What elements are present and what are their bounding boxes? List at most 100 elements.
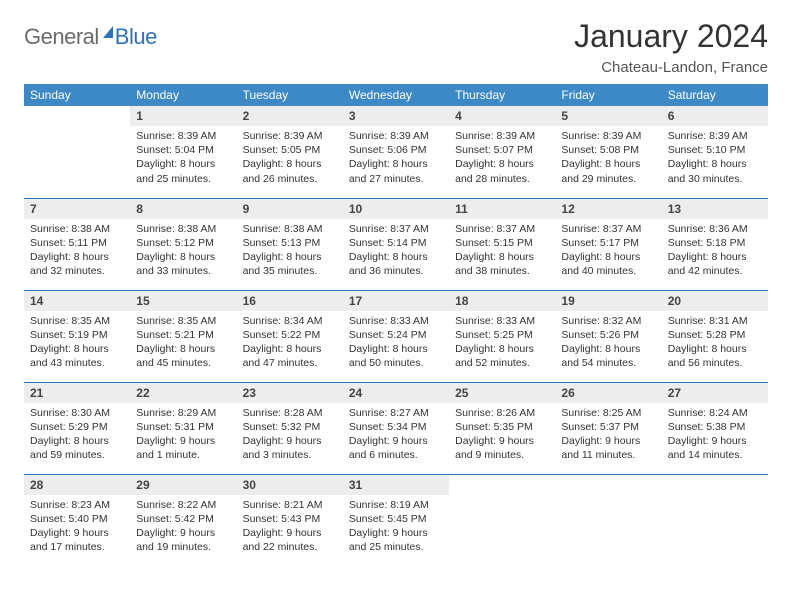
- sunrise-text: Sunrise: 8:33 AM: [455, 314, 549, 328]
- calendar-day-cell: [662, 474, 768, 566]
- daylight-text-2: and 26 minutes.: [243, 172, 337, 186]
- day-details: Sunrise: 8:33 AMSunset: 5:25 PMDaylight:…: [449, 311, 555, 375]
- daylight-text: Daylight: 8 hours: [136, 157, 230, 171]
- weekday-header: Wednesday: [343, 84, 449, 106]
- day-details: Sunrise: 8:23 AMSunset: 5:40 PMDaylight:…: [24, 495, 130, 559]
- sunset-text: Sunset: 5:04 PM: [136, 143, 230, 157]
- calendar-day-cell: 21Sunrise: 8:30 AMSunset: 5:29 PMDayligh…: [24, 382, 130, 474]
- weekday-header: Tuesday: [237, 84, 343, 106]
- daylight-text: Daylight: 8 hours: [455, 157, 549, 171]
- sunrise-text: Sunrise: 8:33 AM: [349, 314, 443, 328]
- calendar-day-cell: 30Sunrise: 8:21 AMSunset: 5:43 PMDayligh…: [237, 474, 343, 566]
- day-number: 26: [555, 383, 661, 403]
- day-details: Sunrise: 8:29 AMSunset: 5:31 PMDaylight:…: [130, 403, 236, 467]
- day-details: Sunrise: 8:35 AMSunset: 5:19 PMDaylight:…: [24, 311, 130, 375]
- calendar-day-cell: 15Sunrise: 8:35 AMSunset: 5:21 PMDayligh…: [130, 290, 236, 382]
- daylight-text-2: and 11 minutes.: [561, 448, 655, 462]
- day-details: Sunrise: 8:19 AMSunset: 5:45 PMDaylight:…: [343, 495, 449, 559]
- daylight-text: Daylight: 8 hours: [561, 157, 655, 171]
- day-details: Sunrise: 8:37 AMSunset: 5:14 PMDaylight:…: [343, 219, 449, 283]
- sunset-text: Sunset: 5:38 PM: [668, 420, 762, 434]
- sunrise-text: Sunrise: 8:28 AM: [243, 406, 337, 420]
- calendar-day-cell: 20Sunrise: 8:31 AMSunset: 5:28 PMDayligh…: [662, 290, 768, 382]
- sunrise-text: Sunrise: 8:35 AM: [136, 314, 230, 328]
- daylight-text-2: and 52 minutes.: [455, 356, 549, 370]
- sunrise-text: Sunrise: 8:36 AM: [668, 222, 762, 236]
- sunset-text: Sunset: 5:06 PM: [349, 143, 443, 157]
- sunset-text: Sunset: 5:35 PM: [455, 420, 549, 434]
- calendar-day-cell: 14Sunrise: 8:35 AMSunset: 5:19 PMDayligh…: [24, 290, 130, 382]
- daylight-text-2: and 42 minutes.: [668, 264, 762, 278]
- day-details: Sunrise: 8:32 AMSunset: 5:26 PMDaylight:…: [555, 311, 661, 375]
- sunset-text: Sunset: 5:37 PM: [561, 420, 655, 434]
- day-number: 30: [237, 475, 343, 495]
- calendar-table: SundayMondayTuesdayWednesdayThursdayFrid…: [24, 84, 768, 566]
- day-number: 14: [24, 291, 130, 311]
- sunset-text: Sunset: 5:12 PM: [136, 236, 230, 250]
- day-number: 22: [130, 383, 236, 403]
- calendar-day-cell: 18Sunrise: 8:33 AMSunset: 5:25 PMDayligh…: [449, 290, 555, 382]
- day-number: 23: [237, 383, 343, 403]
- day-number: 1: [130, 106, 236, 126]
- calendar-day-cell: 3Sunrise: 8:39 AMSunset: 5:06 PMDaylight…: [343, 106, 449, 198]
- sunrise-text: Sunrise: 8:35 AM: [30, 314, 124, 328]
- sunset-text: Sunset: 5:42 PM: [136, 512, 230, 526]
- daylight-text-2: and 43 minutes.: [30, 356, 124, 370]
- daylight-text: Daylight: 9 hours: [136, 434, 230, 448]
- day-details: Sunrise: 8:39 AMSunset: 5:04 PMDaylight:…: [130, 126, 236, 190]
- day-details: Sunrise: 8:25 AMSunset: 5:37 PMDaylight:…: [555, 403, 661, 467]
- daylight-text: Daylight: 8 hours: [30, 434, 124, 448]
- daylight-text-2: and 38 minutes.: [455, 264, 549, 278]
- day-number: 7: [24, 199, 130, 219]
- sunrise-text: Sunrise: 8:24 AM: [668, 406, 762, 420]
- weekday-header: Monday: [130, 84, 236, 106]
- logo-triangle-icon: [103, 26, 113, 38]
- calendar-day-cell: 6Sunrise: 8:39 AMSunset: 5:10 PMDaylight…: [662, 106, 768, 198]
- weekday-header: Thursday: [449, 84, 555, 106]
- sunset-text: Sunset: 5:10 PM: [668, 143, 762, 157]
- day-details: Sunrise: 8:36 AMSunset: 5:18 PMDaylight:…: [662, 219, 768, 283]
- daylight-text-2: and 3 minutes.: [243, 448, 337, 462]
- daylight-text: Daylight: 8 hours: [30, 342, 124, 356]
- day-details: Sunrise: 8:28 AMSunset: 5:32 PMDaylight:…: [237, 403, 343, 467]
- sunset-text: Sunset: 5:15 PM: [455, 236, 549, 250]
- day-details: Sunrise: 8:37 AMSunset: 5:17 PMDaylight:…: [555, 219, 661, 283]
- calendar-day-cell: 10Sunrise: 8:37 AMSunset: 5:14 PMDayligh…: [343, 198, 449, 290]
- sunset-text: Sunset: 5:21 PM: [136, 328, 230, 342]
- sunrise-text: Sunrise: 8:39 AM: [243, 129, 337, 143]
- daylight-text: Daylight: 8 hours: [668, 342, 762, 356]
- calendar-day-cell: 16Sunrise: 8:34 AMSunset: 5:22 PMDayligh…: [237, 290, 343, 382]
- sunrise-text: Sunrise: 8:38 AM: [136, 222, 230, 236]
- sunset-text: Sunset: 5:22 PM: [243, 328, 337, 342]
- daylight-text: Daylight: 8 hours: [668, 157, 762, 171]
- sunrise-text: Sunrise: 8:19 AM: [349, 498, 443, 512]
- sunset-text: Sunset: 5:26 PM: [561, 328, 655, 342]
- day-number: 8: [130, 199, 236, 219]
- brand-logo: General Blue: [24, 24, 157, 50]
- daylight-text-2: and 17 minutes.: [30, 540, 124, 554]
- day-details: Sunrise: 8:39 AMSunset: 5:08 PMDaylight:…: [555, 126, 661, 190]
- sunrise-text: Sunrise: 8:39 AM: [668, 129, 762, 143]
- day-details: Sunrise: 8:39 AMSunset: 5:07 PMDaylight:…: [449, 126, 555, 190]
- day-details: Sunrise: 8:21 AMSunset: 5:43 PMDaylight:…: [237, 495, 343, 559]
- daylight-text: Daylight: 8 hours: [136, 342, 230, 356]
- daylight-text: Daylight: 8 hours: [561, 250, 655, 264]
- sunset-text: Sunset: 5:14 PM: [349, 236, 443, 250]
- day-details: Sunrise: 8:37 AMSunset: 5:15 PMDaylight:…: [449, 219, 555, 283]
- daylight-text-2: and 22 minutes.: [243, 540, 337, 554]
- day-number: 3: [343, 106, 449, 126]
- daylight-text: Daylight: 8 hours: [243, 342, 337, 356]
- day-number: 20: [662, 291, 768, 311]
- daylight-text-2: and 30 minutes.: [668, 172, 762, 186]
- calendar-day-cell: 26Sunrise: 8:25 AMSunset: 5:37 PMDayligh…: [555, 382, 661, 474]
- daylight-text-2: and 19 minutes.: [136, 540, 230, 554]
- sunrise-text: Sunrise: 8:39 AM: [455, 129, 549, 143]
- daylight-text-2: and 54 minutes.: [561, 356, 655, 370]
- sunrise-text: Sunrise: 8:38 AM: [30, 222, 124, 236]
- day-details: Sunrise: 8:24 AMSunset: 5:38 PMDaylight:…: [662, 403, 768, 467]
- sunrise-text: Sunrise: 8:22 AM: [136, 498, 230, 512]
- sunrise-text: Sunrise: 8:25 AM: [561, 406, 655, 420]
- daylight-text-2: and 9 minutes.: [455, 448, 549, 462]
- daylight-text: Daylight: 9 hours: [243, 526, 337, 540]
- sunset-text: Sunset: 5:07 PM: [455, 143, 549, 157]
